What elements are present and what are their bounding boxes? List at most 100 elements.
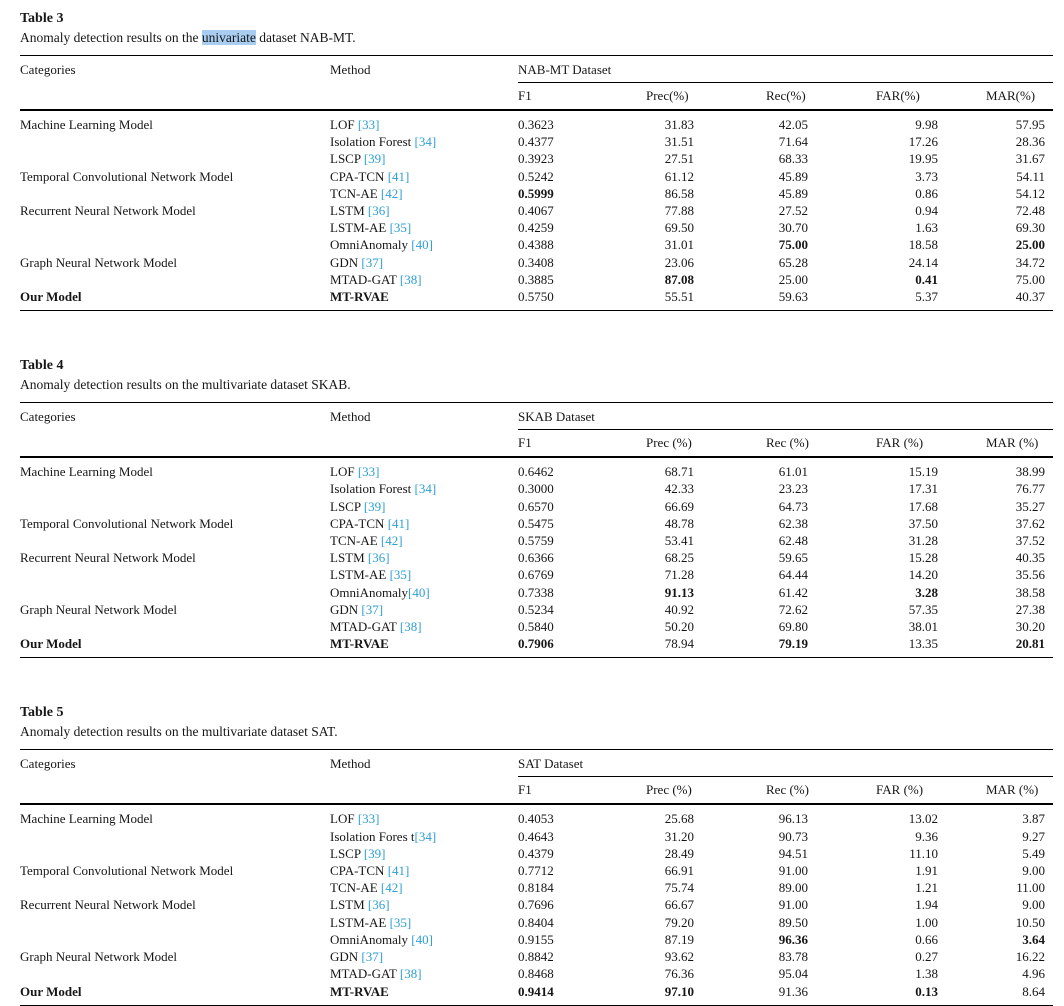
- citation-link[interactable]: [33]: [357, 117, 380, 132]
- mar-value: 34.72: [1015, 254, 1045, 270]
- rec-value: 65.28: [778, 254, 808, 270]
- col-header-prec: Prec(%): [646, 82, 766, 111]
- citation-link[interactable]: [38]: [399, 271, 422, 287]
- method-name: GDN: [330, 254, 362, 270]
- citation-link[interactable]: [41]: [387, 863, 410, 879]
- citation-link[interactable]: [34]: [414, 134, 437, 150]
- citation-link[interactable]: [37]: [361, 601, 384, 617]
- category-cell: [20, 618, 330, 635]
- caption-text-before: Anomaly detection results on the multiva…: [20, 377, 351, 393]
- prec-value: 31.01: [664, 237, 694, 253]
- citation-link[interactable]: [33]: [357, 464, 380, 480]
- citation-link[interactable]: [34]: [414, 481, 437, 497]
- far-value: 5.37: [915, 289, 938, 305]
- caption-text-before: Anomaly detection results on the multiva…: [20, 724, 338, 740]
- rec-value: 79.19: [778, 636, 808, 652]
- table-row: Isolation Forest [34] 0.4377 31.51 71.64 17.…: [20, 133, 1053, 150]
- table-row: Graph Neural Network Model GDN [37] 0.3408…: [20, 254, 1053, 271]
- citation-link[interactable]: [39]: [363, 498, 386, 514]
- citation-link[interactable]: [39]: [363, 845, 386, 861]
- citation-link[interactable]: [42]: [380, 185, 403, 201]
- far-value: 1.94: [915, 897, 938, 913]
- table5-section: Table 5 Anomaly detection results on the…: [20, 705, 1053, 1006]
- method-cell: TCN-AE [42]: [330, 185, 518, 202]
- far-value: 0.27: [915, 949, 938, 965]
- prec-value: 93.62: [664, 949, 694, 965]
- method-cell: CPA-TCN [41]: [330, 168, 518, 185]
- table5: Categories Method SAT Dataset F1 Prec (%…: [20, 749, 1053, 1006]
- citation-link[interactable]: [40]: [411, 237, 433, 253]
- citation-link[interactable]: [42]: [380, 533, 403, 549]
- method-cell: LOF [33]: [330, 110, 518, 133]
- citation-link[interactable]: [36]: [367, 550, 390, 566]
- f1-value: 0.5840: [518, 619, 554, 635]
- col-header-categories: Categories: [20, 749, 330, 806]
- category-cell: Our Model: [20, 289, 82, 305]
- table-row: LSCP [39] 0.3923 27.51 68.33 19.95 31.67: [20, 150, 1053, 167]
- citation-link[interactable]: [38]: [399, 619, 422, 635]
- mar-value: 31.67: [1015, 151, 1045, 167]
- mar-value: 25.00: [1015, 237, 1045, 253]
- citation-link[interactable]: [34]: [414, 828, 437, 844]
- category-cell: [20, 133, 330, 150]
- citation-link[interactable]: [42]: [380, 880, 403, 896]
- f1-value: 0.4259: [518, 220, 554, 236]
- f1-value: 0.8842: [518, 949, 554, 965]
- rec-value: 89.50: [778, 914, 808, 930]
- far-value: 3.28: [915, 584, 938, 600]
- method-name: GDN: [330, 601, 362, 617]
- method-cell: OmniAnomaly[40]: [330, 584, 518, 601]
- table-row: Recurrent Neural Network Model LSTM [36] 0…: [20, 549, 1053, 566]
- table4-caption: Anomaly detection results on the multiva…: [20, 377, 1053, 393]
- category-cell: [20, 219, 330, 236]
- citation-link[interactable]: [35]: [389, 914, 412, 930]
- method-cell: LSTM [36]: [330, 896, 518, 913]
- far-value: 11.10: [909, 845, 938, 861]
- f1-value: 0.5999: [518, 185, 554, 201]
- rec-value: 62.48: [778, 533, 808, 549]
- citation-link[interactable]: [37]: [361, 254, 384, 270]
- table-row: LSTM-AE [35] 0.8404 79.20 89.50 1.00 10.50: [20, 914, 1053, 931]
- mar-value: 35.56: [1015, 567, 1045, 583]
- citation-link[interactable]: [41]: [387, 168, 410, 184]
- prec-value: 97.10: [664, 983, 694, 999]
- citation-link[interactable]: [37]: [361, 949, 384, 965]
- citation-link[interactable]: [36]: [367, 203, 390, 219]
- citation-link[interactable]: [39]: [363, 151, 386, 167]
- citation-link[interactable]: [36]: [367, 897, 390, 913]
- f1-value: 0.8184: [518, 880, 554, 896]
- far-value: 0.13: [915, 983, 938, 999]
- citation-link[interactable]: [35]: [389, 567, 412, 583]
- mar-value: 11.00: [1016, 880, 1045, 896]
- caption-text-before: Anomaly detection results on the: [20, 30, 202, 45]
- citation-link[interactable]: [33]: [357, 811, 380, 827]
- category-cell: [20, 480, 330, 497]
- citation-link[interactable]: [40]: [411, 931, 433, 947]
- mar-value: 3.64: [1022, 931, 1045, 947]
- citation-link[interactable]: [41]: [387, 515, 410, 531]
- citation-link[interactable]: [35]: [389, 220, 412, 236]
- citation-link[interactable]: [38]: [399, 966, 422, 982]
- method-cell: LSTM [36]: [330, 202, 518, 219]
- table-row: Machine Learning Model LOF [33] 0.3623 31.8…: [20, 110, 1053, 133]
- citation-link[interactable]: [40]: [408, 584, 430, 600]
- category-cell: Recurrent Neural Network Model: [20, 203, 196, 219]
- method-name: LOF: [330, 117, 358, 132]
- method-name: TCN-AE: [330, 533, 381, 549]
- prec-value: 55.51: [664, 289, 694, 305]
- method-cell: MT-RVAE: [330, 288, 518, 311]
- mar-value: 30.20: [1015, 619, 1045, 635]
- far-value: 17.68: [908, 498, 938, 514]
- method-name: CPA-TCN: [330, 168, 388, 184]
- col-header-method: Method: [330, 55, 518, 111]
- col-header-categories: Categories: [20, 402, 330, 459]
- mar-value: 37.52: [1015, 533, 1045, 549]
- method-name: OmniAnomaly: [330, 584, 408, 600]
- method-name: MTAD-GAT: [330, 271, 400, 287]
- category-cell: [20, 879, 330, 896]
- col-header-dataset: SAT Dataset: [518, 749, 1053, 778]
- rec-value: 89.00: [778, 880, 808, 896]
- mar-value: 72.48: [1015, 203, 1045, 219]
- table-row: TCN-AE [42] 0.5759 53.41 62.48 31.28 37.52: [20, 532, 1053, 549]
- table-row: MTAD-GAT [38] 0.3885 87.08 25.00 0.41 75.00: [20, 271, 1053, 288]
